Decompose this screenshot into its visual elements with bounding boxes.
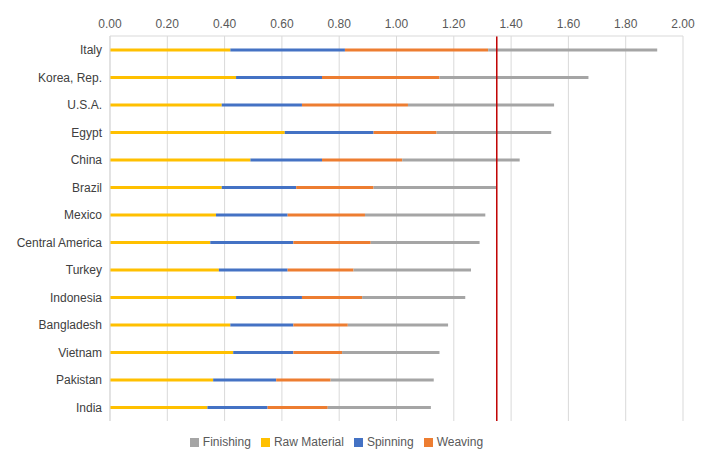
svg-text:0.80: 0.80	[328, 17, 352, 31]
svg-text:China: China	[71, 153, 103, 167]
svg-text:1.80: 1.80	[614, 17, 638, 31]
svg-text:Bangladesh: Bangladesh	[39, 318, 102, 332]
svg-text:1.60: 1.60	[557, 17, 581, 31]
html-text:Finishing: Finishing	[202, 435, 251, 449]
svg-text:Central America: Central America	[17, 236, 103, 250]
svg-text:2.00: 2.00	[671, 17, 695, 31]
svg-text:Mexico: Mexico	[64, 208, 102, 222]
html-text:Spinning: Spinning	[366, 435, 414, 449]
svg-text:Italy: Italy	[80, 43, 102, 57]
svg-text:1.40: 1.40	[499, 17, 523, 31]
svg-text:Vietnam: Vietnam	[58, 346, 102, 360]
svg-text:0.20: 0.20	[156, 17, 180, 31]
svg-text:0.00: 0.00	[98, 17, 122, 31]
html-text:Weaving: Weaving	[436, 435, 484, 449]
svg-text:1.00: 1.00	[385, 17, 409, 31]
svg-text:Brazil: Brazil	[72, 181, 102, 195]
svg-text:Turkey: Turkey	[66, 263, 102, 277]
html-text:Raw Material: Raw Material	[273, 435, 344, 449]
svg-text:1.20: 1.20	[442, 17, 466, 31]
svg-text:Indonesia: Indonesia	[50, 291, 102, 305]
svg-text:Pakistan: Pakistan	[56, 373, 102, 387]
svg-text:0.40: 0.40	[213, 17, 237, 31]
svg-text:Egypt: Egypt	[71, 126, 102, 140]
svg-text:0.60: 0.60	[270, 17, 294, 31]
svg-text:India: India	[76, 401, 102, 415]
svg-text:Korea, Rep.: Korea, Rep.	[38, 71, 102, 85]
svg-text:U.S.A.: U.S.A.	[67, 98, 102, 112]
